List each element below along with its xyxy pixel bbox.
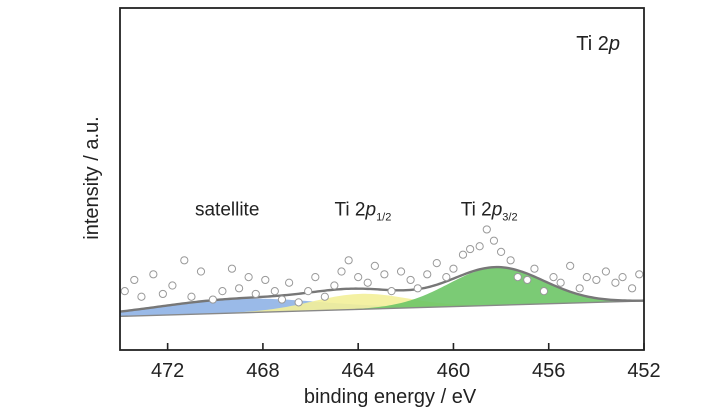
data-point: [432, 259, 441, 268]
data-point: [635, 270, 644, 279]
ann-ti2p32-main: Ti 2: [461, 199, 492, 220]
data-point: [344, 256, 353, 265]
data-point: [354, 273, 363, 282]
x-tick-label: 460: [437, 360, 470, 382]
data-point: [582, 273, 591, 282]
envelope-line: [119, 265, 645, 313]
data-point: [234, 284, 244, 293]
plot-layer: [119, 225, 645, 318]
data-point: [442, 273, 451, 282]
ann-ti2p12-main: Ti 2: [335, 199, 366, 220]
data-point: [227, 264, 237, 273]
data-point: [180, 256, 189, 265]
data-point: [244, 273, 253, 282]
data-point: [370, 261, 379, 270]
data-point: [363, 278, 372, 287]
data-point: [506, 256, 515, 265]
data-point: [611, 278, 620, 287]
data-point: [285, 278, 294, 287]
data-point: [556, 278, 565, 287]
data-point: [311, 273, 320, 282]
chart-title: Ti 2p: [576, 33, 620, 55]
data-point: [218, 287, 227, 296]
data-point: [566, 261, 575, 270]
ann-ti2p12-sub: 1/2: [376, 211, 391, 223]
data-point: [337, 267, 346, 276]
annotation-ti-2p-1-2: Ti 2p1/2: [335, 199, 392, 223]
annotation-ti-2p-3-2: Ti 2p3/2: [461, 199, 518, 223]
data-point: [208, 295, 217, 304]
ann-ti2p32-italic: p: [491, 199, 503, 220]
data-point: [458, 250, 468, 259]
data-point: [482, 225, 491, 234]
data-point: [539, 287, 549, 296]
x-tick-label: 452: [627, 360, 660, 382]
title-main: Ti 2: [576, 33, 609, 55]
data-point: [466, 244, 475, 254]
x-ticks: 472 468 464 460 456 452: [151, 343, 661, 382]
component-fill-2: [120, 293, 644, 317]
data-point: [168, 281, 177, 290]
data-point: [618, 273, 627, 282]
data-point: [380, 270, 389, 279]
data-point: [196, 267, 206, 276]
data-point: [449, 264, 458, 273]
data-point: [406, 275, 415, 285]
y-axis-label: intensity / a.u.: [81, 116, 103, 239]
data-point: [387, 287, 396, 296]
data-point: [320, 292, 329, 301]
data-point: [304, 287, 313, 296]
x-tick-label: 456: [532, 360, 565, 382]
ann-ti2p32-sub: 3/2: [502, 211, 517, 223]
x-tick-label: 468: [246, 360, 279, 382]
data-point: [423, 270, 432, 279]
data-point: [413, 284, 422, 293]
data-point: [523, 275, 532, 285]
data-point: [396, 267, 406, 276]
background-line: [119, 300, 645, 318]
data-point: [592, 275, 601, 285]
data-point: [496, 247, 506, 256]
data-point: [489, 236, 499, 245]
data-point: [530, 264, 539, 273]
data-point: [575, 284, 584, 293]
data-point: [549, 273, 558, 282]
x-axis-label: binding energy / eV: [304, 386, 477, 408]
data-point: [137, 292, 146, 301]
plot-frame: [119, 7, 645, 351]
data-point: [130, 275, 139, 285]
ann-ti2p12-italic: p: [364, 199, 376, 220]
data-point: [261, 275, 270, 285]
data-point: [251, 289, 260, 299]
data-point: [149, 270, 158, 279]
data-point: [270, 287, 279, 296]
data-point: [294, 298, 303, 307]
data-point: [158, 289, 167, 299]
x-tick-label: 472: [151, 360, 184, 382]
data-point: [330, 281, 339, 290]
data-point: [601, 267, 610, 276]
data-point: [277, 295, 287, 304]
data-point: [120, 287, 129, 296]
annotation-satellite: satellite: [195, 199, 259, 220]
data-point: [513, 273, 522, 282]
data-point: [187, 292, 196, 301]
data-point: [475, 242, 484, 251]
data-point: [627, 284, 637, 293]
title-italic: p: [608, 33, 620, 55]
x-tick-label: 464: [341, 360, 374, 382]
